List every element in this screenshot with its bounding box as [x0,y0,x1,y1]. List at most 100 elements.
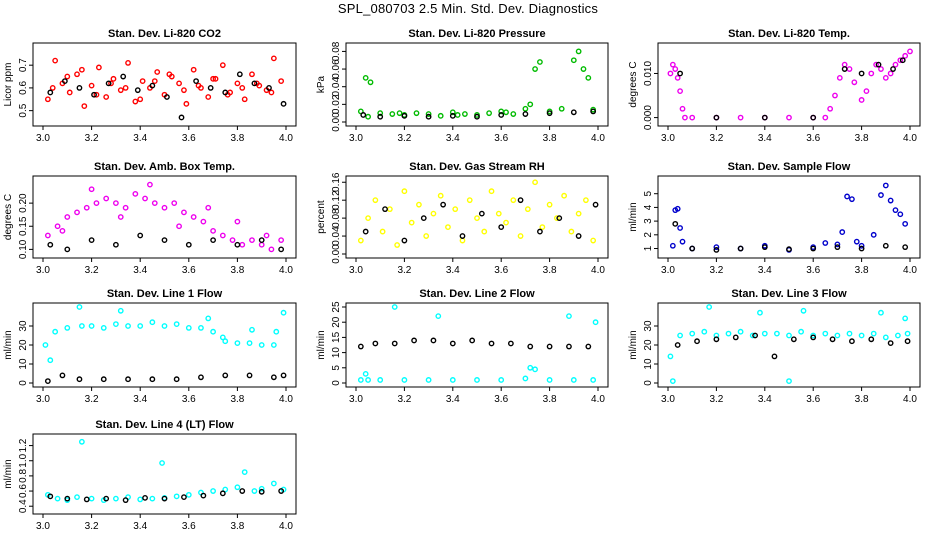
data-point [585,343,592,350]
y-tick-label: 0.000 [643,105,654,130]
data-point [246,340,253,346]
data-point [222,372,229,379]
data-point [488,188,495,195]
data-point [902,315,909,322]
panel-temp: Stan. Dev. Li-820 Temp. 3.0 3.2 3.4 3.6 3.8 4.… [628,28,921,144]
data-point [113,241,119,248]
data-point [139,78,146,84]
data-point [185,324,192,331]
x-tick-label: 3.0 [36,521,50,532]
x-tick-label: 3.0 [661,265,675,276]
data-point [173,376,180,383]
series-reference [362,197,599,244]
plot-frame [657,42,921,127]
data-point [280,309,287,316]
data-point [47,241,54,248]
data-point [592,319,599,326]
data-point [263,232,270,239]
y-tick-label: 0.08 [331,208,342,228]
series-reference [47,232,285,253]
data-point [532,366,538,373]
x-tick-label: 3.4 [446,394,460,405]
data-point [42,342,49,348]
data-point [185,491,192,498]
data-point [510,197,517,204]
data-point [585,74,592,81]
data-point [64,214,71,220]
data-point [902,220,909,227]
data-point [205,204,212,211]
data-point [212,75,219,82]
data-point [93,91,100,98]
data-point [64,73,71,80]
data-point [91,91,97,98]
series-main [357,304,599,383]
y-tick-label: 0.10 [18,239,29,259]
data-point [54,495,61,502]
panel-rh: Stan. Dev. Gas Stream RH 3.0 3.2 3.4 3.6 3.8 4… [316,161,609,276]
panel-line2: Stan. Dev. Line 2 Flow 3.0 3.2 3.4 3.6 3.8 4.0… [316,288,609,405]
data-point [701,328,708,335]
data-point [870,330,877,337]
data-point [389,111,396,117]
data-point [280,100,287,107]
data-point [452,206,459,213]
data-point [713,244,720,251]
data-point [682,114,688,121]
data-point [401,237,408,244]
x-tick-label: 3.4 [758,133,772,144]
data-point [757,309,763,316]
data-point [510,111,517,117]
data-point [590,108,597,115]
y-tick-label: 0.010 [643,61,654,86]
data-point [236,71,243,78]
plot-frame [32,42,297,127]
data-point [357,237,364,244]
x-tick-label: 3.2 [85,394,99,405]
series-reference [674,332,911,360]
x-tick-label: 4.0 [279,394,293,405]
data-point [88,82,95,89]
data-point [268,246,275,253]
data-point [103,495,110,502]
data-point [365,215,371,222]
data-point [159,460,165,466]
data-point [546,110,553,117]
data-point [125,376,131,383]
data-point [234,484,241,491]
data-point [161,237,168,244]
data-point [694,338,700,345]
x-tick-label: 3.6 [494,133,508,144]
data-point [677,332,683,339]
data-point [537,59,543,65]
y-tick-label: 20 [18,339,29,351]
data-point [498,377,505,383]
data-point [834,332,841,339]
data-point [761,244,768,251]
data-point [83,496,90,503]
data-point [853,238,860,245]
data-point [239,85,246,91]
data-point [507,340,514,347]
data-point [570,57,577,64]
data-point [566,313,572,320]
data-point [522,375,529,382]
data-point [149,82,156,89]
data-point [774,330,780,337]
data-point [887,340,894,346]
plot-frame [345,42,609,127]
data-point [365,377,371,383]
data-point [522,111,529,117]
data-point [61,78,68,84]
data-point [517,197,524,204]
data-point [575,48,582,55]
data-point [372,340,379,347]
x-tick-label: 3.8 [230,133,244,144]
data-point [790,336,797,343]
panel-sampleflow: Stan. Dev. Sample Flow 3.0 3.2 3.4 3.6 3.8 4.0… [628,161,921,276]
data-point [532,179,538,186]
data-point [570,109,577,116]
series-reference [677,57,906,121]
data-point [258,241,265,248]
data-point [137,323,144,329]
